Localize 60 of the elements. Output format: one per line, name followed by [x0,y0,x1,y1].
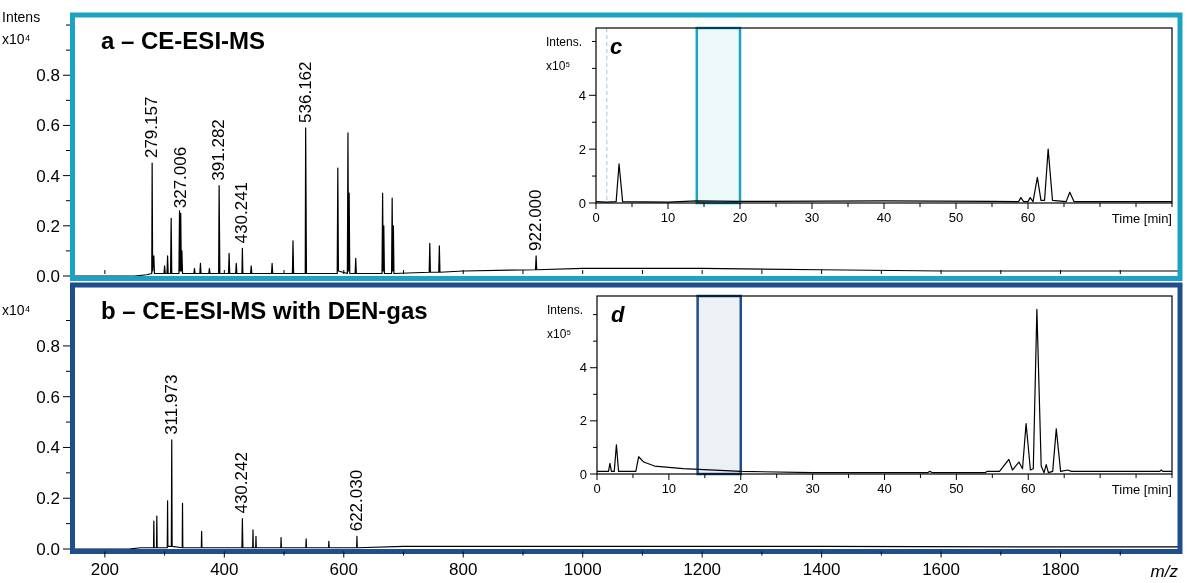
y-tick-label: 4 [579,360,587,376]
y-tick-label: 0.6 [36,387,60,407]
y-axis-title: Intens. x10⁵ [546,35,583,73]
x-axis-title: m/z [1150,562,1179,581]
x-tick-label: 50 [949,481,964,496]
annotation: 327.006 [170,146,190,209]
x-tick-label: 10 [660,210,676,225]
x-tick-label: 400 [210,559,239,579]
y-axis-title: Intens x10⁴ [2,9,41,47]
x-tick-label: 0 [592,210,600,225]
x-tick-label: 600 [329,559,358,579]
x-tick-label: 60 [1021,481,1036,496]
x-tick-label: 1800 [1041,559,1080,579]
x-tick-label: 20 [733,481,748,496]
annotation: 430.241 [232,181,252,244]
x-tick-label: 1600 [922,559,960,579]
y-tick-label: 2 [578,141,586,157]
x-tick-label: 40 [877,481,892,496]
annotation: 430.242 [232,452,252,514]
y-tick-label: 0.4 [36,438,60,458]
annotation: 622.030 [346,469,366,532]
x-axis-title: Time [min] [1111,482,1172,497]
x-tick-label: 1200 [683,559,722,579]
x-tick-label: 800 [449,559,478,579]
x-tick-label: 20 [732,210,748,225]
y-tick-label: 0 [579,466,587,482]
annotation: 279.157 [142,96,162,159]
annotation: 536.162 [295,61,315,123]
y-tick-label: 0.8 [36,66,60,86]
chart-title: c [610,34,623,59]
y-tick-label: 0.8 [36,336,60,356]
y-tick-label: 4 [578,87,586,103]
x-tick-label: 1400 [802,559,841,579]
y-tick-label: 0.0 [36,266,60,286]
x-tick-label: 40 [876,210,892,225]
y-axis-title: Intens. x10⁵ [547,303,584,341]
x-tick-label: 1000 [563,559,602,579]
x-tick-label: 30 [804,210,820,225]
x-tick-label: 30 [805,481,820,496]
annotation: 311.973 [161,374,181,435]
line-series [75,439,1180,549]
x-axis-title: Time [min] [1111,211,1172,226]
chart-title: d [611,302,625,327]
text: b – CE-ESI-MS with DEN-gas [101,297,428,324]
annotation: 922.000 [526,189,546,251]
text: a – CE-ESI-MS [101,27,266,54]
x-tick-label: 10 [661,481,677,496]
x-tick-label: 0 [593,481,601,496]
y-tick-label: 0.0 [36,539,60,559]
x-tick-label: 60 [1020,210,1036,225]
annotation: 391.282 [209,119,229,181]
y-tick-label: 0 [578,195,586,211]
y-tick-label: 0.6 [36,116,60,136]
y-axis-title: x10⁴ [2,302,31,318]
x-tick-label: 50 [948,210,964,225]
y-tick-label: 0.2 [36,489,60,509]
y-tick-label: 0.2 [36,216,60,236]
y-tick-label: 0.4 [36,166,60,186]
y-tick-label: 2 [579,413,587,429]
x-tick-label: 200 [90,559,120,579]
